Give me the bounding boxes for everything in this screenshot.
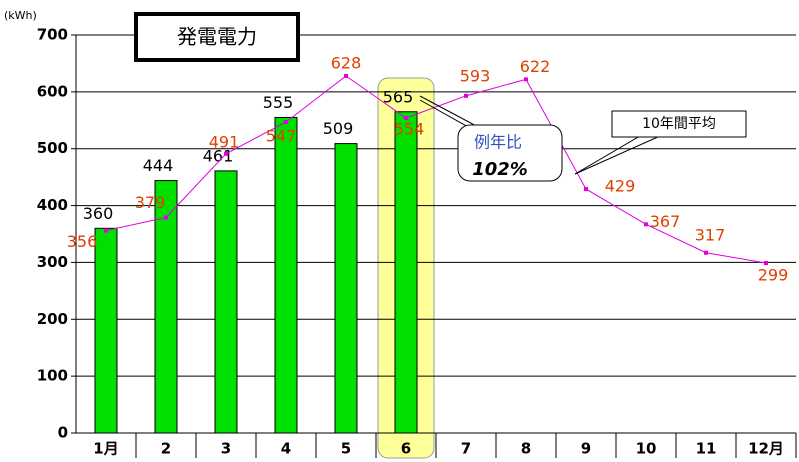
- ratio-callout: 例年比 102%: [419, 95, 563, 182]
- x-tick-label: 7: [461, 440, 471, 458]
- annotation: 例年比: [474, 133, 522, 152]
- line-marker: [644, 222, 648, 227]
- legend-label: 10年間平均: [642, 116, 716, 132]
- line-label: 367: [650, 212, 681, 231]
- line-label: 317: [695, 225, 726, 244]
- avg-callout: 10年間平均: [574, 110, 747, 175]
- line-marker: [164, 215, 168, 220]
- annotation: 102%: [472, 159, 528, 180]
- x-tick-label: 6: [401, 440, 411, 458]
- bar-label: 565: [383, 87, 414, 106]
- x-tick-label: 3: [221, 440, 231, 458]
- line-marker: [464, 93, 468, 98]
- x-tick-label: 5: [341, 440, 351, 458]
- line-label: 622: [520, 57, 551, 76]
- x-tick-label: 12月: [748, 440, 784, 458]
- bar: [274, 116, 298, 434]
- bar: [334, 143, 358, 434]
- bar-label: 360: [83, 204, 114, 223]
- line-marker: [224, 151, 228, 156]
- callout-box: [611, 110, 747, 138]
- line-marker: [104, 228, 108, 233]
- y-tick-label: 300: [37, 253, 68, 271]
- line-marker: [284, 119, 288, 124]
- y-tick-label: 100: [37, 367, 68, 385]
- line-label: 299: [758, 265, 789, 284]
- line-label: 547: [266, 126, 297, 145]
- x-tick-label: 9: [581, 440, 591, 458]
- plot: 0 100 200 300 400 500 600 700 1月 2 3 4 5 6 7 8 9 10 11 12月 3…: [37, 26, 797, 458]
- line-marker: [764, 260, 768, 265]
- line-label: 593: [460, 66, 491, 85]
- line-marker: [584, 187, 588, 192]
- bar-label: 461: [203, 146, 234, 165]
- y-tick-label: 500: [37, 139, 68, 157]
- line-marker: [524, 77, 528, 82]
- line-marker: [404, 116, 408, 121]
- bar-label: 555: [263, 93, 294, 112]
- line-label: 356: [67, 232, 98, 251]
- x-tick-label: 8: [521, 440, 531, 458]
- bar: [94, 227, 118, 434]
- line-marker: [704, 250, 708, 255]
- bar-label: 444: [143, 156, 174, 175]
- title-box: [134, 12, 300, 62]
- y-unit: (kWh): [4, 9, 37, 22]
- line-label: 491: [209, 132, 240, 151]
- x-tick-label: 4: [281, 440, 291, 458]
- x-tick-label: 11: [696, 440, 717, 458]
- y-tick-label: 600: [37, 82, 68, 100]
- line-marker: [344, 73, 348, 78]
- x-tick-label: 2: [161, 440, 171, 458]
- y-tick-label: 400: [37, 196, 68, 214]
- callout-pointer: [419, 95, 481, 129]
- y-tick-label: 700: [37, 26, 68, 44]
- line-label: 429: [605, 177, 636, 196]
- bar: [214, 170, 238, 434]
- bar-label: 509: [323, 119, 354, 138]
- line-label: 628: [331, 53, 362, 72]
- y-tick-label: 0: [58, 424, 68, 442]
- callout-box: [457, 124, 563, 182]
- callout-pointer: [574, 135, 661, 175]
- bar: [394, 111, 418, 434]
- line-label: 554: [394, 120, 425, 139]
- x-tick-label: 10: [636, 440, 657, 458]
- bar: [154, 180, 178, 434]
- callout-pointer: [574, 135, 641, 175]
- line: [105, 75, 767, 264]
- chart-title: 発電電力: [177, 25, 257, 49]
- y-tick-label: 200: [37, 310, 68, 328]
- line-label: 379: [135, 193, 166, 212]
- x-tick-label: 1月: [93, 440, 118, 458]
